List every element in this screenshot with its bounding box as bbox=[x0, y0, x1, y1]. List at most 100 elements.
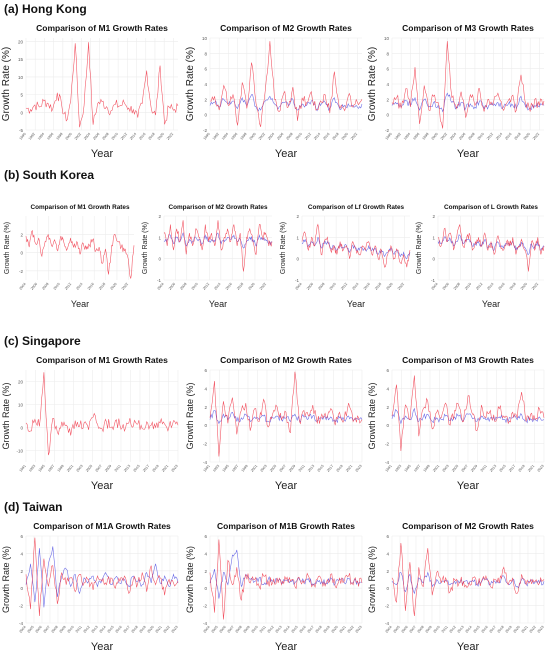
y-tick-label: 4 bbox=[386, 82, 389, 87]
chart-panel-tw-m1b: Comparison of M1B Growth Rates -4 -2 0 2 4 6 20… bbox=[184, 518, 368, 653]
y-tick-label: 6 bbox=[204, 534, 207, 539]
y-tick-label: 1 bbox=[296, 235, 299, 240]
series-line-blue bbox=[301, 236, 411, 260]
x-tick-label: 2009 bbox=[470, 464, 478, 473]
x-tick-label: 2012 bbox=[64, 282, 72, 291]
y-tick-label: 8 bbox=[204, 51, 207, 56]
x-tick-label: 2001 bbox=[432, 464, 440, 473]
x-tick-label: 1997 bbox=[47, 464, 55, 473]
x-tick-label: 1994 bbox=[37, 132, 45, 141]
y-axis-label: Growth Rate (%) bbox=[1, 546, 11, 613]
x-axis-label: Year bbox=[457, 641, 480, 653]
x-tick-label: 2022 bbox=[121, 282, 129, 291]
x-tick-label: 1998 bbox=[239, 132, 247, 141]
y-tick-label: 4 bbox=[204, 386, 207, 391]
x-tick-label: 2002 bbox=[258, 132, 266, 141]
x-tick-label: 1994 bbox=[403, 132, 411, 141]
series-line-red bbox=[209, 41, 363, 127]
x-tick-label: 1993 bbox=[394, 464, 402, 473]
y-tick-label: 0 bbox=[204, 113, 207, 118]
series-line-blue bbox=[391, 407, 545, 425]
x-tick-label: 2018 bbox=[236, 282, 244, 291]
x-tick-label: 2004 bbox=[203, 625, 211, 634]
x-tick-label: 2023 bbox=[537, 625, 545, 634]
x-tick-label: 2016 bbox=[225, 282, 233, 291]
x-tick-label: 2006 bbox=[92, 132, 100, 141]
x-tick-label: 2018 bbox=[131, 625, 139, 634]
x-tick-label: 1999 bbox=[423, 464, 431, 473]
series-line-blue bbox=[163, 232, 273, 249]
x-tick-label: 2013 bbox=[307, 464, 315, 473]
x-tick-label: 2015 bbox=[133, 464, 141, 473]
x-tick-label: 2008 bbox=[51, 625, 59, 634]
x-axis-label: Year bbox=[482, 299, 500, 309]
chart-panel-sg-m1: Comparison of M1 Growth Rates -10 0 10 20 199… bbox=[0, 352, 184, 492]
x-axis-label: Year bbox=[91, 641, 114, 653]
x-tick-label: 2011 bbox=[480, 464, 488, 472]
series-line-red bbox=[301, 223, 411, 268]
x-tick-label: 2022 bbox=[350, 132, 358, 141]
y-tick-label: 0 bbox=[386, 586, 389, 591]
x-tick-label: 2005 bbox=[85, 464, 93, 473]
series-line-red bbox=[25, 229, 135, 280]
x-axis-label: Year bbox=[91, 480, 114, 492]
y-tick-label: 5 bbox=[20, 93, 23, 98]
x-tick-label: 1993 bbox=[212, 464, 220, 473]
chart-title: Comparison of M2 Growth Rates bbox=[168, 204, 268, 211]
chart-panel-tw-m2: Comparison of M2 Growth Rates -4 -2 0 2 4 6 200… bbox=[366, 518, 550, 653]
x-tick-label: 2016 bbox=[115, 625, 123, 634]
x-tick-label: 2018 bbox=[374, 282, 382, 291]
x-tick-label: 2014 bbox=[99, 625, 107, 634]
y-tick-label: 4 bbox=[20, 551, 23, 556]
chart-svg-hk-m2: Comparison of M2 Growth Rates -2 0 2 4 6 8 10 19… bbox=[185, 23, 363, 160]
y-tick-label: -2 bbox=[385, 604, 389, 609]
chart-svg-hk-m3: Comparison of M3 Growth Rates -2 0 2 4 6 8 10 19… bbox=[367, 23, 545, 160]
y-tick-label: -4 bbox=[19, 621, 23, 626]
x-tick-label: 2020 bbox=[513, 625, 521, 634]
x-tick-label: 2022 bbox=[529, 625, 537, 634]
x-tick-label: 2022 bbox=[347, 625, 355, 634]
x-tick-label: 2006 bbox=[35, 625, 43, 634]
x-tick-label: 1992 bbox=[394, 132, 402, 141]
x-tick-label: 1992 bbox=[28, 132, 36, 141]
x-tick-label: 2021 bbox=[345, 464, 353, 473]
x-tick-label: 2008 bbox=[417, 625, 425, 634]
section-title-hong-kong: (a) Hong Kong bbox=[4, 2, 87, 16]
x-tick-label: 2020 bbox=[110, 282, 118, 291]
x-tick-label: 1995 bbox=[222, 464, 230, 473]
series-line-red bbox=[25, 537, 179, 617]
x-tick-label: 2013 bbox=[275, 625, 283, 634]
x-tick-label: 2021 bbox=[339, 625, 347, 634]
x-tick-label: 2016 bbox=[498, 282, 506, 291]
x-tick-label: 2010 bbox=[329, 282, 337, 291]
x-tick-label: 2005 bbox=[451, 464, 459, 473]
x-tick-label: 2011 bbox=[441, 625, 449, 633]
chart-panel-kr-l: Comparison of L Growth Rates -1 0 1 2 2004 200… bbox=[412, 198, 550, 310]
y-tick-label: 10 bbox=[18, 75, 24, 80]
y-tick-label: 8 bbox=[386, 51, 389, 56]
gridlines bbox=[391, 369, 545, 463]
x-tick-label: 2011 bbox=[75, 625, 83, 633]
x-tick-label: 2006 bbox=[401, 625, 409, 634]
x-tick-label: 2016 bbox=[299, 625, 307, 634]
y-tick-label: -5 bbox=[19, 128, 23, 133]
x-tick-label: 2023 bbox=[171, 464, 179, 473]
x-tick-label: 2019 bbox=[152, 464, 160, 473]
x-tick-label: 2006 bbox=[168, 282, 176, 291]
x-tick-label: 2016 bbox=[138, 132, 146, 141]
x-axis-label: Year bbox=[275, 641, 298, 653]
y-axis-label: Growth Rate (%) bbox=[367, 47, 378, 121]
y-tick-label: 2 bbox=[386, 405, 389, 410]
x-tick-label: 2020 bbox=[520, 282, 528, 291]
x-tick-label: 2008 bbox=[179, 282, 187, 291]
x-tick-label: 2015 bbox=[499, 464, 507, 473]
x-tick-label: 2008 bbox=[467, 132, 475, 141]
gridlines bbox=[25, 38, 178, 131]
x-tick-label: 2021 bbox=[161, 464, 169, 473]
y-tick-label: 2 bbox=[432, 214, 435, 219]
series-line-red bbox=[391, 375, 545, 452]
x-tick-label: 2020 bbox=[386, 282, 394, 291]
series-line-blue bbox=[437, 234, 545, 255]
x-tick-label: 2022 bbox=[163, 625, 171, 634]
